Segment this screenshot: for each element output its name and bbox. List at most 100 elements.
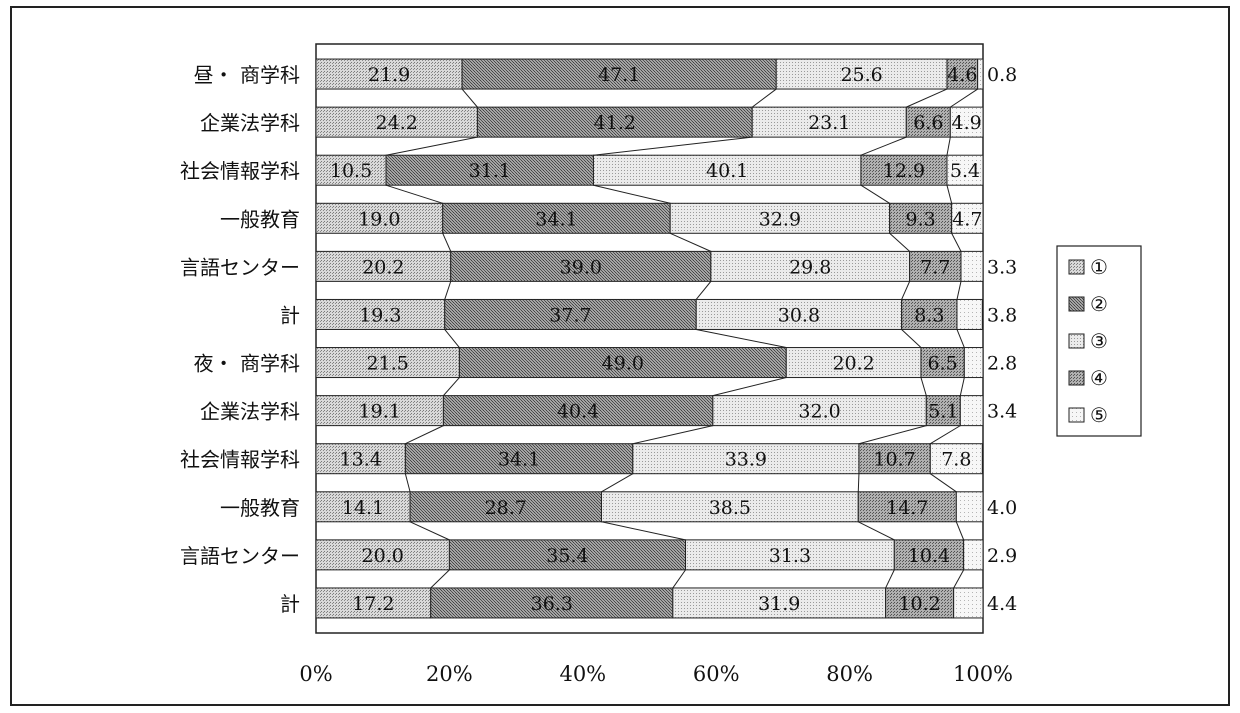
data-label: 33.9	[725, 449, 767, 471]
category-label: 言語センター	[180, 255, 300, 279]
x-tick-label: 60%	[693, 662, 740, 686]
legend-swatch	[1069, 334, 1084, 348]
data-label: 34.1	[535, 208, 577, 230]
legend-swatch	[1069, 371, 1084, 385]
category-label: 一般教育	[220, 207, 300, 231]
data-label: 4.7	[952, 208, 982, 230]
category-label: 計	[280, 303, 300, 327]
data-label: 10.2	[898, 593, 940, 615]
chart-frame: 21.9 47.1 25.6 4.6 0.8 24.2 41.2 23.1 6.6 4.9 10.5…	[10, 6, 1230, 706]
x-axis-ticks: 0% 20% 40% 60% 80% 100%	[299, 662, 1013, 686]
legend-label: ④	[1090, 366, 1108, 390]
data-label: 7.8	[941, 449, 971, 471]
data-label: 49.0	[602, 353, 644, 375]
bar-segment	[961, 251, 983, 281]
data-label: 2.8	[987, 353, 1017, 375]
data-label: 14.7	[886, 497, 928, 519]
data-label: 40.1	[706, 160, 748, 182]
category-label: 一般教育	[220, 496, 300, 520]
data-label: 19.0	[358, 208, 400, 230]
data-label: 6.5	[928, 353, 958, 375]
legend-swatch	[1069, 260, 1084, 274]
legend: ① ② ③ ④ ⑤	[1057, 246, 1141, 436]
data-label: 3.4	[987, 401, 1017, 423]
x-tick-label: 40%	[559, 662, 606, 686]
bar-segment	[954, 588, 983, 618]
data-label: 21.5	[367, 353, 409, 375]
data-label: 4.6	[947, 64, 977, 86]
data-label: 23.1	[808, 112, 850, 134]
category-label: 企業法学科	[200, 400, 300, 424]
data-label: 20.2	[362, 256, 404, 278]
data-label: 38.5	[709, 497, 751, 519]
data-label: 9.3	[906, 208, 936, 230]
data-label: 29.8	[789, 256, 831, 278]
category-label: 昼・ 商学科	[194, 63, 300, 87]
data-label: 19.3	[359, 304, 401, 326]
category-label: 言語センター	[180, 544, 300, 568]
data-label: 12.9	[883, 160, 925, 182]
category-label: 夜・ 商学科	[194, 352, 300, 376]
category-label: 社会情報学科	[180, 159, 300, 183]
data-label: 24.2	[376, 112, 418, 134]
data-label: 28.7	[485, 497, 527, 519]
data-label: 10.4	[908, 545, 950, 567]
bar-segment	[956, 492, 983, 522]
data-label: 6.6	[913, 112, 943, 134]
data-label: 47.1	[598, 64, 640, 86]
legend-label: ③	[1090, 329, 1108, 353]
data-label: 20.2	[832, 353, 874, 375]
data-label: 5.1	[928, 401, 958, 423]
x-tick-label: 100%	[953, 662, 1013, 686]
data-label: 13.4	[340, 449, 382, 471]
data-label: 0.8	[987, 64, 1017, 86]
data-label: 39.0	[560, 256, 602, 278]
legend-swatch	[1069, 408, 1084, 422]
data-label: 37.7	[549, 304, 591, 326]
data-label: 20.0	[362, 545, 404, 567]
data-label: 41.2	[594, 112, 636, 134]
data-label: 4.4	[987, 593, 1017, 615]
data-label: 3.3	[987, 256, 1017, 278]
x-tick-label: 20%	[426, 662, 473, 686]
bar-segment	[957, 299, 982, 329]
data-label: 21.9	[368, 64, 410, 86]
bar-segment	[964, 540, 983, 570]
data-label: 14.1	[342, 497, 384, 519]
bar-segment	[978, 59, 983, 89]
data-label: 7.7	[920, 256, 950, 278]
data-label: 4.0	[987, 497, 1017, 519]
data-label: 31.1	[469, 160, 511, 182]
data-label: 36.3	[531, 593, 573, 615]
data-label: 19.1	[359, 401, 401, 423]
data-label: 3.8	[987, 304, 1017, 326]
data-label: 31.9	[758, 593, 800, 615]
data-label: 17.2	[352, 593, 394, 615]
series-line	[858, 474, 859, 492]
legend-swatch	[1069, 297, 1084, 311]
bar-segment	[960, 396, 983, 426]
x-tick-label: 80%	[826, 662, 873, 686]
data-label: 31.3	[769, 545, 811, 567]
data-label: 4.9	[952, 112, 982, 134]
legend-label: ②	[1090, 292, 1108, 316]
data-label: 25.6	[840, 64, 882, 86]
data-label: 10.5	[330, 160, 372, 182]
data-label: 8.3	[914, 304, 944, 326]
legend-label: ⑤	[1090, 403, 1108, 427]
legend-label: ①	[1090, 255, 1108, 279]
data-label: 40.4	[557, 401, 599, 423]
data-label: 35.4	[546, 545, 588, 567]
data-label: 5.4	[950, 160, 980, 182]
category-label: 企業法学科	[200, 111, 300, 135]
data-label: 2.9	[987, 545, 1017, 567]
stacked-bar-chart: 21.9 47.1 25.6 4.6 0.8 24.2 41.2 23.1 6.6 4.9 10.5…	[12, 8, 1228, 704]
category-label: 計	[280, 592, 300, 616]
data-label: 10.7	[873, 449, 915, 471]
category-label: 社会情報学科	[180, 448, 300, 472]
x-tick-label: 0%	[299, 662, 332, 686]
bar-segment	[964, 348, 983, 378]
data-label: 32.0	[798, 401, 840, 423]
data-label: 30.8	[778, 304, 820, 326]
